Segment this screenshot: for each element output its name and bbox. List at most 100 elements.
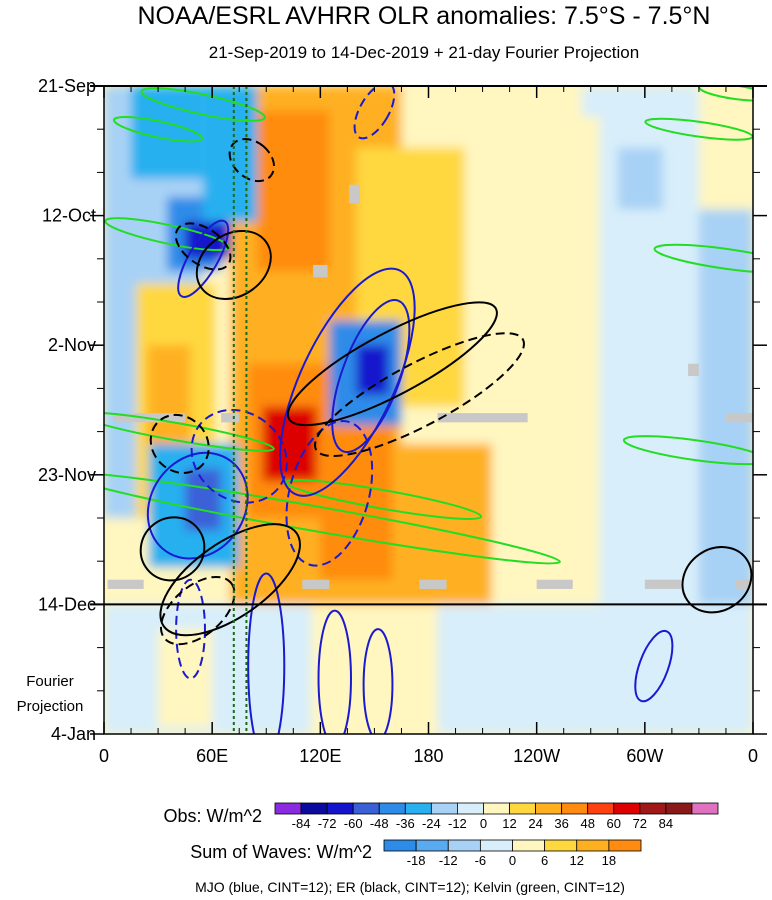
sow-legend-swatch [608,839,642,852]
wave-contours [104,86,753,734]
mjo-contour [279,267,416,497]
sow-legend-colorbar: -18 -12 -6 0 6 12 18 [383,839,642,868]
obs-legend-label: -12 [448,816,467,831]
obs-legend-label: 12 [502,816,516,831]
obs-legend-swatch [691,802,719,815]
kelvin-contour [140,87,266,122]
mjo-contours [146,86,674,734]
sow-legend-title: Sum of Waves: W/m^2 [190,842,372,862]
obs-legend-label: 24 [528,816,542,831]
obs-legend-label: 48 [580,816,594,831]
axes: 0 60E 120E 180 120W 60W 0 21-Sep 12-Oct 2-Nov 23-N… [38,76,767,766]
kelvin-contour [622,435,753,466]
x-tick-label: 180 [413,746,443,766]
missing-data-patch [107,579,144,589]
missing-data-patch [734,579,750,589]
x-tick-label: 60E [196,746,228,766]
obs-legend-swatch [300,802,328,815]
obs-anomaly-region [311,604,438,734]
obs-anomaly-field [104,86,753,734]
mjo-contour [285,420,374,567]
missing-data-patch [725,413,753,423]
mjo-contour [362,628,394,734]
sow-legend-swatch [447,839,481,852]
sow-legend-label: -18 [407,853,426,868]
y-tick-label: 2-Nov [48,335,96,355]
obs-legend-swatch [430,802,458,815]
sow-legend-label: -6 [475,853,487,868]
obs-legend-title: Obs: W/m^2 [164,806,262,826]
missing-data-patch [419,579,447,589]
kelvin-contour [112,115,204,143]
y-tick-label: 14-Dec [38,594,96,614]
chart-title: NOAA/ESRL AVHRR OLR anomalies: 7.5°S - 7… [138,2,711,30]
obs-legend-label: -60 [344,816,363,831]
mjo-contour [247,572,286,734]
obs-legend-label: -24 [422,816,441,831]
obs-anomaly-region [698,209,753,605]
wave-footer: MJO (blue, CINT=12); ER (black, CINT=12)… [195,879,625,895]
sow-legend-label: 6 [541,853,548,868]
kelvin-contour [104,471,561,565]
obs-legend-swatch [665,802,693,815]
mjo-contour [353,86,396,140]
missing-data-patch [221,413,240,423]
sow-legend-swatch [576,839,610,852]
y-tick-label: 21-Sep [38,76,96,96]
obs-legend-swatch [404,802,432,815]
x-tick-label: 120W [513,746,560,766]
er-contour [314,332,525,457]
y-tick-label: 23-Nov [38,465,96,485]
obs-legend-swatch [457,802,484,815]
obs-legend-swatch [535,802,563,815]
obs-legend-label: 36 [554,816,568,831]
obs-legend-swatch [509,802,536,815]
obs-legend-swatch [639,802,667,815]
mjo-contour [146,451,249,560]
mjo-contour [175,578,206,680]
missing-data-patch [313,264,328,278]
obs-anomaly-region [185,468,222,531]
sow-legend-swatch [415,839,449,852]
sow-legend-label: 18 [602,853,616,868]
sow-legend-label: 0 [509,853,516,868]
sow-legend-swatch [383,839,417,852]
sow-legend-swatch [512,839,546,852]
missing-data-patch [644,579,681,589]
obs-anomaly-region [131,86,204,179]
y-tick-label: 12-Oct [42,206,96,226]
sow-legend-label: -12 [439,853,458,868]
missing-data-patch [536,579,573,589]
mjo-contour [177,219,230,298]
missing-data-patch [349,184,360,204]
obs-legend-label: 72 [633,816,647,831]
er-contour [286,301,498,427]
projection-label-line1: Fourier [26,673,74,690]
obs-legend-swatch [274,802,302,815]
obs-legend-swatch [326,802,354,815]
projection-label-line2: Projection [17,698,84,715]
obs-legend-label: 0 [480,816,487,831]
er-contour [228,138,276,183]
mjo-contour [190,408,288,504]
obs-legend-label: 60 [607,816,621,831]
mjo-contour [317,609,352,734]
er-contour [159,575,236,646]
sow-legend-label: 12 [570,853,584,868]
obs-legend-colorbar: -84 -72 -60 -48 -36 -24 -12 0 12 24 36 48 60 72 84 [274,802,719,831]
chart-subtitle: 21-Sep-2019 to 14-Dec-2019 + 21-day Four… [209,43,639,62]
er-contour [195,229,272,300]
reference-lines [232,86,248,734]
obs-legend-swatch [352,802,380,815]
obs-anomaly-region [509,116,600,605]
sow-legend-swatch [544,839,578,852]
obs-legend-label: -48 [370,816,389,831]
obs-legend-swatch [378,802,406,815]
obs-legend-label: -84 [292,816,311,831]
obs-legend-label: 84 [659,816,673,831]
kelvin-contour [653,243,753,274]
er-contour [149,413,210,474]
x-tick-label: 60W [626,746,663,766]
obs-legend-swatch [613,802,641,815]
